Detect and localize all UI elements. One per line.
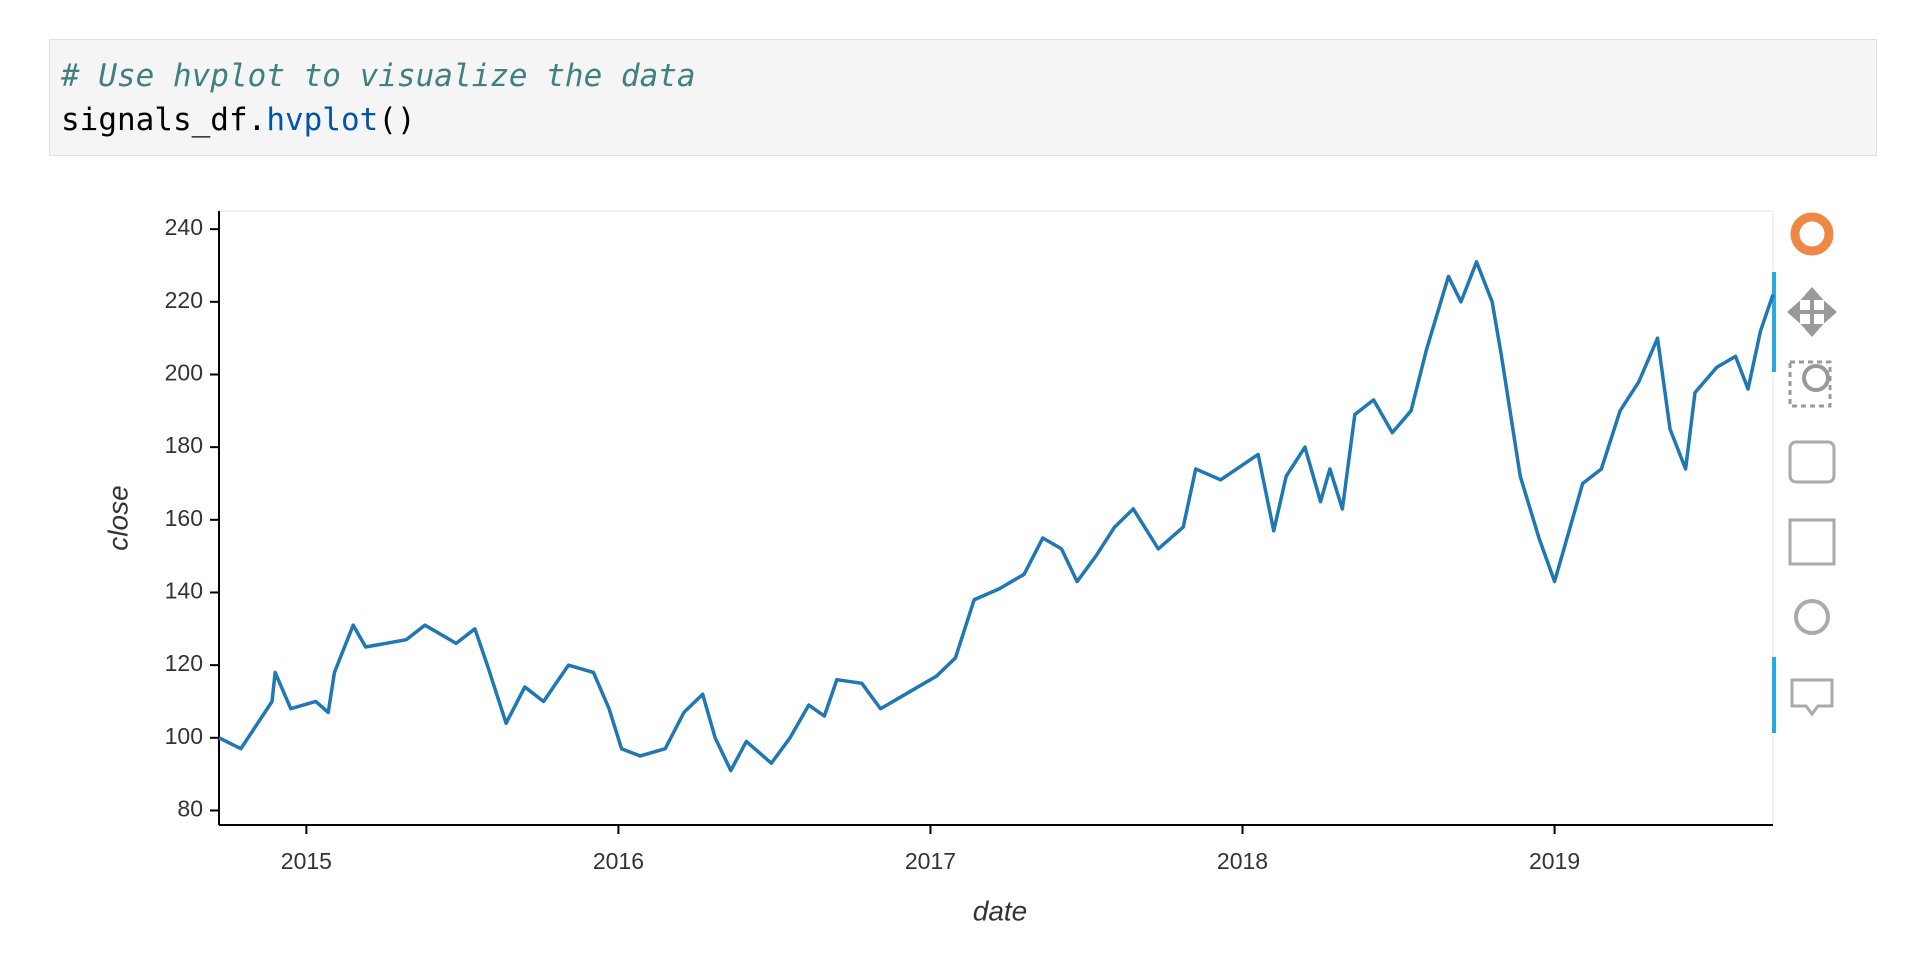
x-tick-label: 2015 [281,848,332,874]
pan-tool[interactable] [1786,286,1838,338]
x-tick-label: 2018 [1217,848,1268,874]
code-token: signals_df. [61,102,267,138]
y-tick-label: 120 [165,650,203,676]
bokeh-logo[interactable] [1790,212,1834,256]
y-tick-label: 80 [177,796,203,822]
active-indicator [1772,272,1776,372]
code-line: # Use hvplot to visualize the data [61,54,1865,98]
y-tick-label: 220 [165,287,203,313]
wheel-zoom-tool[interactable] [1788,440,1836,484]
y-tick-label: 180 [165,432,203,458]
x-tick-label: 2016 [593,848,644,874]
y-tick-label: 160 [165,505,203,531]
code-line: signals_df.hvplot() [61,98,1865,142]
toolbar [1772,212,1838,733]
x-tick-label: 2019 [1529,848,1580,874]
code-token: hvplot [266,102,379,138]
y-tick-label: 200 [165,360,203,386]
series-line [218,260,1775,773]
y-axis-label: close [102,485,133,550]
active-indicator [1772,657,1776,733]
y-tick-label: 240 [165,214,203,240]
reset-tool[interactable] [1794,599,1830,635]
save-tool[interactable] [1788,518,1836,566]
y-tick-label: 100 [165,723,203,749]
code-cell: # Use hvplot to visualize the data signal… [49,39,1877,156]
x-tick-label: 2017 [905,848,956,874]
code-token: # Use hvplot to visualize the data [61,58,696,94]
hover-tool[interactable] [1790,678,1834,717]
x-axis-label: date [973,895,1028,926]
y-tick-label: 140 [165,578,203,604]
code-token: () [378,102,416,138]
plot-frame [218,210,1774,826]
box-zoom-tool[interactable] [1788,360,1832,408]
zoom-lens [1802,364,1830,392]
